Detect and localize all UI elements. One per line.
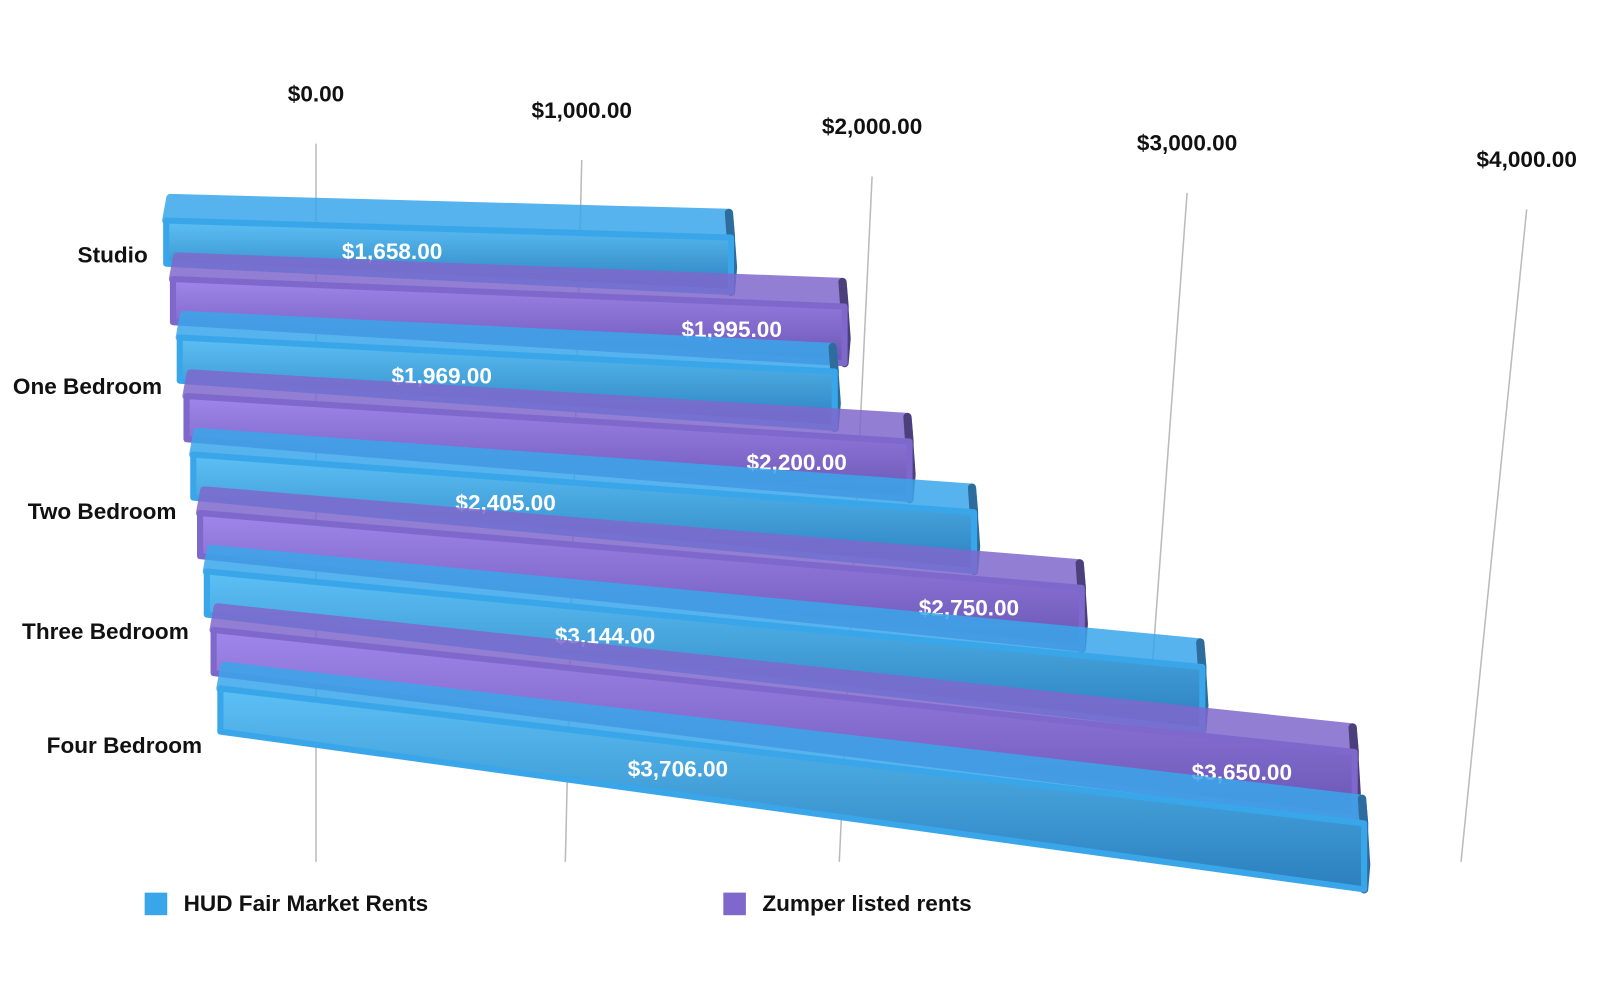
x-tick-label: $4,000.00 [1477, 147, 1577, 172]
legend-swatch [144, 892, 168, 916]
category-label: Two Bedroom [28, 499, 177, 524]
legend-label: Zumper listed rents [762, 891, 971, 916]
x-tick-label: $3,000.00 [1137, 131, 1237, 156]
data-label: $3,706.00 [628, 757, 728, 782]
category-label: Studio [78, 242, 148, 267]
grid-line [1460, 209, 1528, 862]
legend-swatch [723, 892, 746, 916]
x-tick-label: $2,000.00 [822, 114, 922, 139]
bar-front [217, 685, 1368, 893]
legend-label: HUD Fair Market Rents [184, 891, 428, 916]
category-label: Four Bedroom [47, 733, 202, 758]
category-label: One Bedroom [13, 374, 162, 399]
x-tick-label: $1,000.00 [532, 98, 632, 123]
x-tick-label: $0.00 [288, 81, 344, 106]
category-label: Three Bedroom [22, 619, 189, 644]
bar [216, 661, 1371, 894]
plot: $0.00 $1,000.00 $2,000.00 $3,000.00 $4,000.0… [13, 81, 1577, 916]
